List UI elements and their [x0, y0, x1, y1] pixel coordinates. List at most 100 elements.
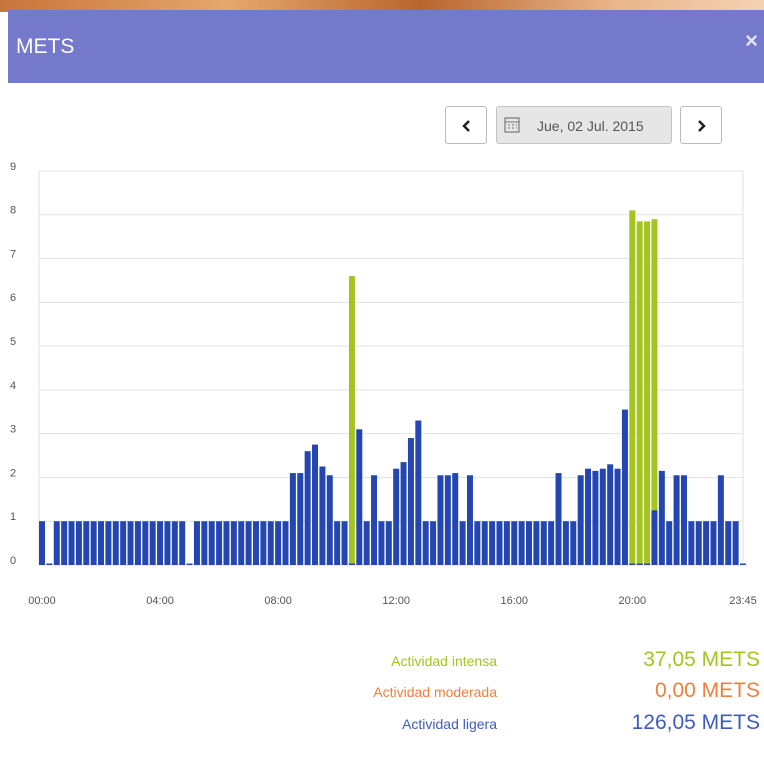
bar — [283, 521, 289, 565]
bar — [91, 521, 97, 565]
bar — [349, 276, 355, 565]
bar — [39, 521, 45, 565]
prev-day-button[interactable] — [445, 106, 487, 144]
bar — [696, 521, 702, 565]
modal-header: METS × — [8, 10, 764, 83]
y-tick-label: 1 — [10, 511, 16, 523]
bar — [356, 429, 362, 565]
bar — [371, 475, 377, 565]
bar — [688, 521, 694, 565]
bar — [415, 421, 421, 565]
bar — [430, 521, 436, 565]
bar — [364, 521, 370, 565]
bar — [135, 521, 141, 565]
chevron-right — [681, 107, 723, 145]
bar — [260, 521, 266, 565]
next-day-button[interactable] — [680, 106, 722, 144]
bar — [334, 521, 340, 565]
y-tick-label: 0 — [10, 555, 16, 567]
bar — [54, 521, 60, 565]
bar — [600, 469, 606, 565]
close-button[interactable]: × — [745, 28, 758, 54]
bar — [740, 564, 746, 566]
y-tick-label: 6 — [10, 292, 16, 304]
bar — [46, 564, 52, 566]
x-tick-label: 20:00 — [619, 595, 647, 607]
bar — [496, 521, 502, 565]
bar — [548, 521, 554, 565]
bar — [305, 451, 311, 565]
bar — [401, 462, 407, 565]
bar — [386, 521, 392, 565]
bar — [157, 521, 163, 565]
bar — [644, 221, 650, 565]
bar — [223, 521, 229, 565]
bar — [644, 564, 650, 566]
bar — [327, 475, 333, 565]
y-tick-label: 7 — [10, 248, 16, 260]
bar — [519, 521, 525, 565]
y-tick-label: 8 — [10, 205, 16, 217]
bar — [194, 521, 200, 565]
bar — [342, 521, 348, 565]
y-tick-label: 4 — [10, 380, 16, 392]
bar — [105, 521, 111, 565]
bar — [128, 521, 134, 565]
bar — [725, 521, 731, 565]
bar — [312, 445, 318, 565]
bar — [98, 521, 104, 565]
bar — [319, 467, 325, 566]
summary-value: 37,05 METS — [643, 648, 760, 672]
bar — [238, 521, 244, 565]
bar — [297, 473, 303, 565]
bar — [120, 521, 126, 565]
bar — [681, 475, 687, 565]
bar — [445, 475, 451, 565]
bar — [482, 521, 488, 565]
date-picker-button[interactable]: Jue, 02 Jul. 2015 — [496, 106, 672, 144]
bar — [629, 564, 635, 566]
bar — [526, 521, 532, 565]
y-tick-label: 5 — [10, 336, 16, 348]
bar — [674, 475, 680, 565]
bar — [290, 473, 296, 565]
bar — [83, 521, 89, 565]
bar — [231, 521, 237, 565]
bar — [651, 510, 657, 565]
bar — [172, 521, 178, 565]
date-label: Jue, 02 Jul. 2015 — [537, 118, 644, 134]
bar — [69, 521, 75, 565]
bar — [703, 521, 709, 565]
bar — [76, 521, 82, 565]
bar — [710, 521, 716, 565]
bar — [733, 521, 739, 565]
bar — [437, 475, 443, 565]
bar — [718, 475, 724, 565]
bar — [585, 469, 591, 565]
bar — [637, 221, 643, 565]
summary-label: Actividad ligera — [402, 716, 497, 732]
chevron-left — [446, 107, 488, 145]
bar — [615, 469, 621, 565]
y-tick-label: 2 — [10, 467, 16, 479]
bar — [533, 521, 539, 565]
summary-value: 0,00 METS — [655, 679, 760, 703]
bar — [607, 464, 613, 565]
modal-title: METS — [16, 35, 74, 59]
summary-value: 126,05 METS — [632, 711, 760, 735]
bar — [489, 521, 495, 565]
bar — [150, 521, 156, 565]
bar — [570, 521, 576, 565]
bar — [179, 521, 185, 565]
bar — [504, 521, 510, 565]
bar — [209, 521, 215, 565]
bar — [275, 521, 281, 565]
bar — [61, 521, 67, 565]
x-tick-label: 12:00 — [382, 595, 410, 607]
bar — [563, 521, 569, 565]
x-tick-label: 00:00 — [28, 595, 56, 607]
bar — [452, 473, 458, 565]
bar — [423, 521, 429, 565]
bar — [246, 521, 252, 565]
bar — [378, 521, 384, 565]
